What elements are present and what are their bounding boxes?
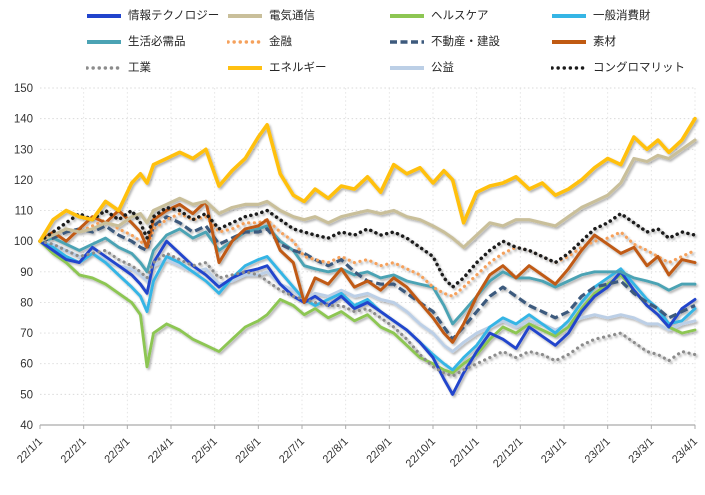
series-line-industrials	[38, 239, 697, 378]
legend-item-consumer-discretionary: 一般消費財	[551, 9, 703, 23]
series-line-healthcare	[38, 239, 697, 375]
legend-label-materials: 素材	[593, 36, 616, 48]
y-axis-labels: 40 50 60 70 80 90 100 110 120 130 140 150	[14, 83, 33, 432]
y-tick-label: 110	[15, 206, 33, 218]
legend-swatch-conglomerates-line-icon	[551, 66, 587, 70]
series-line-consumer-discretionary	[38, 239, 697, 372]
y-tick-label: 50	[20, 389, 33, 401]
y-tick-label: 140	[14, 114, 33, 126]
legend-swatch-industrials-line-icon	[86, 66, 122, 70]
legend-swatch-energy-line-icon	[228, 66, 262, 70]
y-tick-label: 60	[20, 359, 33, 371]
legend-label-staples: 生活必需品	[128, 36, 186, 48]
legend-item-utilities: 公益	[389, 61, 551, 75]
legend-label-utilities: 公益	[431, 62, 454, 74]
legend-swatch-healthcare-line-icon	[390, 14, 424, 18]
y-tick-label: 150	[14, 83, 33, 95]
y-tick-label: 120	[14, 175, 33, 187]
x-tick-label: 22/8/1	[321, 436, 351, 466]
legend-item-telecom: 電気通信	[227, 9, 389, 23]
x-tick-label: 22/4/1	[146, 436, 176, 466]
x-tick-label: 23/4/1	[670, 436, 700, 466]
x-tick-label: 22/11/1	[448, 436, 482, 470]
legend-label-conglomerates: コングロマリット	[593, 62, 685, 74]
legend-item-energy: エネルギー	[227, 61, 389, 75]
x-tick-label: 22/12/1	[491, 436, 525, 470]
series-line-real-estate	[39, 215, 696, 341]
legend-label-energy: エネルギー	[269, 62, 327, 74]
legend-swatch-consumer-discretionary-line-icon	[552, 14, 586, 18]
legend-label-real-estate: 不動産・建設	[431, 36, 500, 48]
gridlines	[40, 87, 696, 425]
legend-item-materials: 素材	[551, 35, 703, 49]
legend-label-healthcare: ヘルスケア	[431, 10, 489, 22]
x-tick-label: 22/2/1	[59, 436, 89, 466]
x-tick-label: 22/10/1	[404, 436, 438, 470]
y-tick-label: 100	[14, 236, 33, 248]
series-lines	[38, 116, 697, 396]
legend-label-it: 情報テクノロジー	[128, 10, 220, 22]
legend-swatch-staples-line-icon	[87, 40, 121, 44]
legend-item-healthcare: ヘルスケア	[389, 9, 551, 23]
series-line-energy	[38, 116, 697, 243]
legend-label-industrials: 工業	[128, 62, 151, 74]
legend-item-financials: 金融	[227, 35, 389, 49]
legend-label-financials: 金融	[269, 36, 292, 48]
legend-swatch-it-line-icon	[87, 14, 121, 18]
x-tick-label: 22/1/1	[15, 436, 45, 466]
legend-item-staples: 生活必需品	[86, 35, 227, 49]
series-line-conglomerates	[38, 205, 697, 289]
y-tick-label: 130	[14, 144, 33, 156]
x-tick-label: 22/9/1	[364, 436, 394, 466]
legend-item-real-estate: 不動産・建設	[389, 35, 551, 49]
x-tick-label: 23/3/1	[626, 436, 656, 466]
series-line-staples	[38, 224, 697, 326]
legend-label-telecom: 電気通信	[269, 10, 315, 22]
x-tick-label: 23/1/1	[539, 436, 569, 466]
y-tick-label: 90	[20, 267, 33, 279]
y-tick-label: 40	[20, 420, 33, 432]
y-tick-label: 80	[20, 297, 33, 309]
x-tick-label: 22/3/1	[102, 436, 132, 466]
x-tick-label: 22/6/1	[233, 436, 263, 466]
series-line-telecom	[38, 138, 697, 249]
x-tick-label: 22/7/1	[277, 436, 307, 466]
legend-item-conglomerates: コングロマリット	[551, 61, 703, 75]
legend-item-industrials: 工業	[86, 61, 227, 75]
series-line-materials	[38, 199, 697, 344]
x-axis	[39, 424, 696, 429]
x-tick-label: 23/2/1	[583, 436, 613, 466]
legend-swatch-materials-line-icon	[552, 40, 586, 44]
legend-swatch-financials-line-icon	[227, 40, 263, 44]
legend-swatch-telecom-line-icon	[228, 14, 262, 18]
legend: 情報テクノロジー 電気通信 ヘルスケア 一般消費財生活必需品 金融 不動産・建設 素材工業 エ…	[86, 9, 703, 75]
x-tick-label: 22/5/1	[190, 436, 220, 466]
legend-swatch-utilities-line-icon	[390, 66, 424, 70]
x-axis-labels: 22/1/1 22/2/1 22/3/1 22/4/1 22/5/1 22/6/1 22/7…	[15, 436, 700, 470]
y-tick-label: 70	[20, 328, 33, 340]
legend-label-consumer-discretionary: 一般消費財	[593, 10, 651, 22]
legend-swatch-real-estate-line-icon	[390, 40, 424, 44]
series-line-utilities	[38, 239, 697, 353]
legend-item-it: 情報テクノロジー	[86, 9, 227, 23]
series-line-it	[38, 239, 697, 396]
